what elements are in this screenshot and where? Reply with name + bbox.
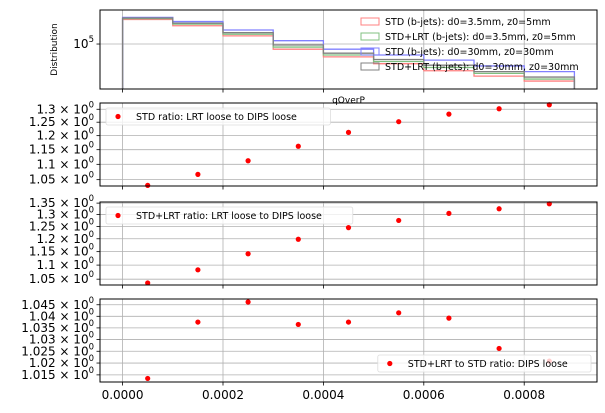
x-tick-label: 0.0006 xyxy=(403,388,445,402)
y-tick-label: 1.25 × 100 xyxy=(29,217,94,233)
distribution-panel: 105 Distribution qOverP STD (b-jets): d0=3.… xyxy=(50,9,598,106)
legend-label: STD ratio: LRT loose to DIPS loose xyxy=(136,112,297,123)
legend-label: STD (b-jets): d0=3.5mm, z0=5mm xyxy=(385,17,551,28)
legend-swatch xyxy=(360,47,380,56)
step-series-3 xyxy=(121,17,576,89)
y-tick-label: 1.15 × 100 xyxy=(29,242,94,258)
step-series-2 xyxy=(121,16,576,89)
data-point xyxy=(446,315,452,321)
step-series-group xyxy=(121,16,576,89)
data-point xyxy=(446,111,452,117)
legend: STD+LRT ratio: LRT loose to DIPS loose xyxy=(105,206,354,225)
data-point xyxy=(496,206,502,212)
axes-frame xyxy=(99,201,598,286)
y-tick-label: 1.3 × 100 xyxy=(37,100,94,116)
legend: STD+LRT to STD ratio: DIPS loose xyxy=(377,354,592,373)
data-point xyxy=(396,310,402,316)
data-point xyxy=(295,321,301,328)
x-tick-label: 0.0008 xyxy=(503,388,545,402)
y-tick-label: 1.1 × 100 xyxy=(37,155,94,171)
y-tick-label: 1.2 × 100 xyxy=(37,126,94,142)
legend-label: STD+LRT to STD ratio: DIPS loose xyxy=(408,359,568,370)
data-point xyxy=(195,171,201,177)
data-point xyxy=(295,143,301,149)
y-tick-label: 1.015 × 100 xyxy=(21,365,94,381)
x-axis-label: qOverP xyxy=(332,96,365,106)
data-point xyxy=(446,210,452,216)
legend: STD (b-jets): d0=3.5mm, z0=5mm STD+LRT (b… xyxy=(360,17,579,73)
y-tick-label: 1.25 × 100 xyxy=(29,113,94,129)
data-point xyxy=(145,280,151,286)
legend-label: STD+LRT (b-jets): d0=30mm, z0=30mm xyxy=(385,62,579,73)
data-point xyxy=(245,299,251,305)
legend-box xyxy=(105,107,331,126)
data-point xyxy=(145,375,151,382)
legend-label: STD (b-jets): d0=30mm, z0=30mm xyxy=(385,47,554,58)
legend-label: STD+LRT ratio: LRT loose to DIPS loose xyxy=(136,211,322,222)
data-point xyxy=(496,345,502,352)
y-tick-label: 1.1 × 100 xyxy=(37,256,94,272)
legend-label: STD+LRT (b-jets): d0=3.5mm, z0=5mm xyxy=(385,32,576,43)
y-tick-label: 1.05 × 100 xyxy=(29,170,94,186)
y-tick-label: 105 xyxy=(73,35,94,51)
axes-frame xyxy=(99,9,598,90)
axes-frame xyxy=(99,298,598,383)
legend-box xyxy=(105,206,354,225)
data-point xyxy=(396,119,402,125)
legend-swatch xyxy=(360,62,380,71)
x-tick-label: 0.0004 xyxy=(302,388,344,402)
legend-marker xyxy=(115,113,121,120)
data-point xyxy=(345,129,352,135)
y-tick-label: 1.3 × 100 xyxy=(37,205,94,221)
data-point xyxy=(345,319,352,325)
y-tick-label: 1.025 × 100 xyxy=(21,342,94,358)
legend-swatch xyxy=(360,17,380,26)
x-tick-label: 0.0002 xyxy=(202,388,244,402)
legend-swatch xyxy=(360,32,380,41)
data-point xyxy=(245,251,251,257)
y-tick-label: 1.35 × 100 xyxy=(29,194,94,210)
y-tick-label: 1.2 × 100 xyxy=(37,229,94,245)
legend-box xyxy=(377,354,592,373)
data-point xyxy=(295,236,301,242)
y-tick-label: 1.02 × 100 xyxy=(29,354,94,370)
legend-marker xyxy=(387,360,393,367)
axes-frame xyxy=(99,102,598,187)
data-point xyxy=(245,158,251,164)
y-tick-label: 1.03 × 100 xyxy=(29,330,94,346)
y-tick-label: 1.035 × 100 xyxy=(21,318,94,334)
step-series-1 xyxy=(121,17,576,89)
data-point xyxy=(195,267,201,273)
data-point xyxy=(145,182,151,188)
y-tick-label: 1.045 × 100 xyxy=(21,295,94,311)
y-tick-label: 1.04 × 100 xyxy=(29,307,94,323)
y-tick-label: 1.15 × 100 xyxy=(29,140,94,156)
y-axis-label: Distribution xyxy=(50,23,60,76)
step-series-0 xyxy=(121,18,576,89)
data-point xyxy=(396,217,402,224)
data-point xyxy=(496,106,502,112)
data-point xyxy=(345,225,352,231)
x-tick-label: 0.0000 xyxy=(102,388,144,402)
data-point xyxy=(195,319,201,325)
y-tick-label: 1.05 × 100 xyxy=(29,270,94,286)
legend-marker xyxy=(115,212,121,219)
legend: STD ratio: LRT loose to DIPS loose xyxy=(105,107,331,126)
